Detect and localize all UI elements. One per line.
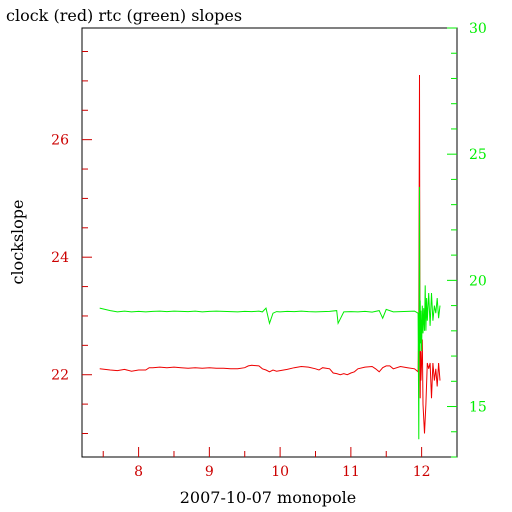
x-tick-label: 11 xyxy=(342,464,360,480)
right-y-axis: 15 20 25 30 xyxy=(447,21,487,458)
left-y-axis: 22 24 26 xyxy=(51,51,92,434)
right-tick-label: 15 xyxy=(469,400,487,416)
left-tick-label: 26 xyxy=(51,133,69,149)
x-tick-label: 8 xyxy=(134,464,143,480)
x-axis-label: 2007-10-07 monopole xyxy=(180,488,357,507)
plot-border xyxy=(81,27,458,458)
right-tick-label: 25 xyxy=(469,147,487,163)
x-tick-label: 9 xyxy=(205,464,214,480)
x-tick-label: 12 xyxy=(413,464,431,480)
rtc-series xyxy=(99,186,441,440)
rtc-line xyxy=(99,186,441,440)
x-axis: 8 9 10 11 12 xyxy=(102,447,431,480)
left-tick-label: 24 xyxy=(51,250,69,266)
x-tick-label: 10 xyxy=(271,464,289,480)
right-tick-label: 20 xyxy=(469,273,487,289)
left-tick-label: 22 xyxy=(51,368,69,384)
clock-line xyxy=(99,74,441,434)
right-tick-label: 30 xyxy=(469,21,487,37)
y-axis-label: clockslope xyxy=(8,199,27,284)
clock-series xyxy=(99,74,441,434)
chart-title: clock (red) rtc (green) slopes xyxy=(6,6,242,25)
plot-frame xyxy=(81,27,458,458)
